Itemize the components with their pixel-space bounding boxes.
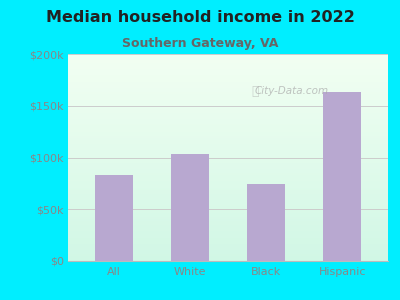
Text: Median household income in 2022: Median household income in 2022 xyxy=(46,11,354,26)
Bar xyxy=(171,154,209,261)
Bar xyxy=(95,175,133,261)
Text: City-Data.com: City-Data.com xyxy=(255,86,329,96)
Text: Ⓞ: Ⓞ xyxy=(252,85,259,98)
Bar xyxy=(323,92,361,261)
Text: Southern Gateway, VA: Southern Gateway, VA xyxy=(122,38,278,50)
Bar xyxy=(247,184,285,261)
